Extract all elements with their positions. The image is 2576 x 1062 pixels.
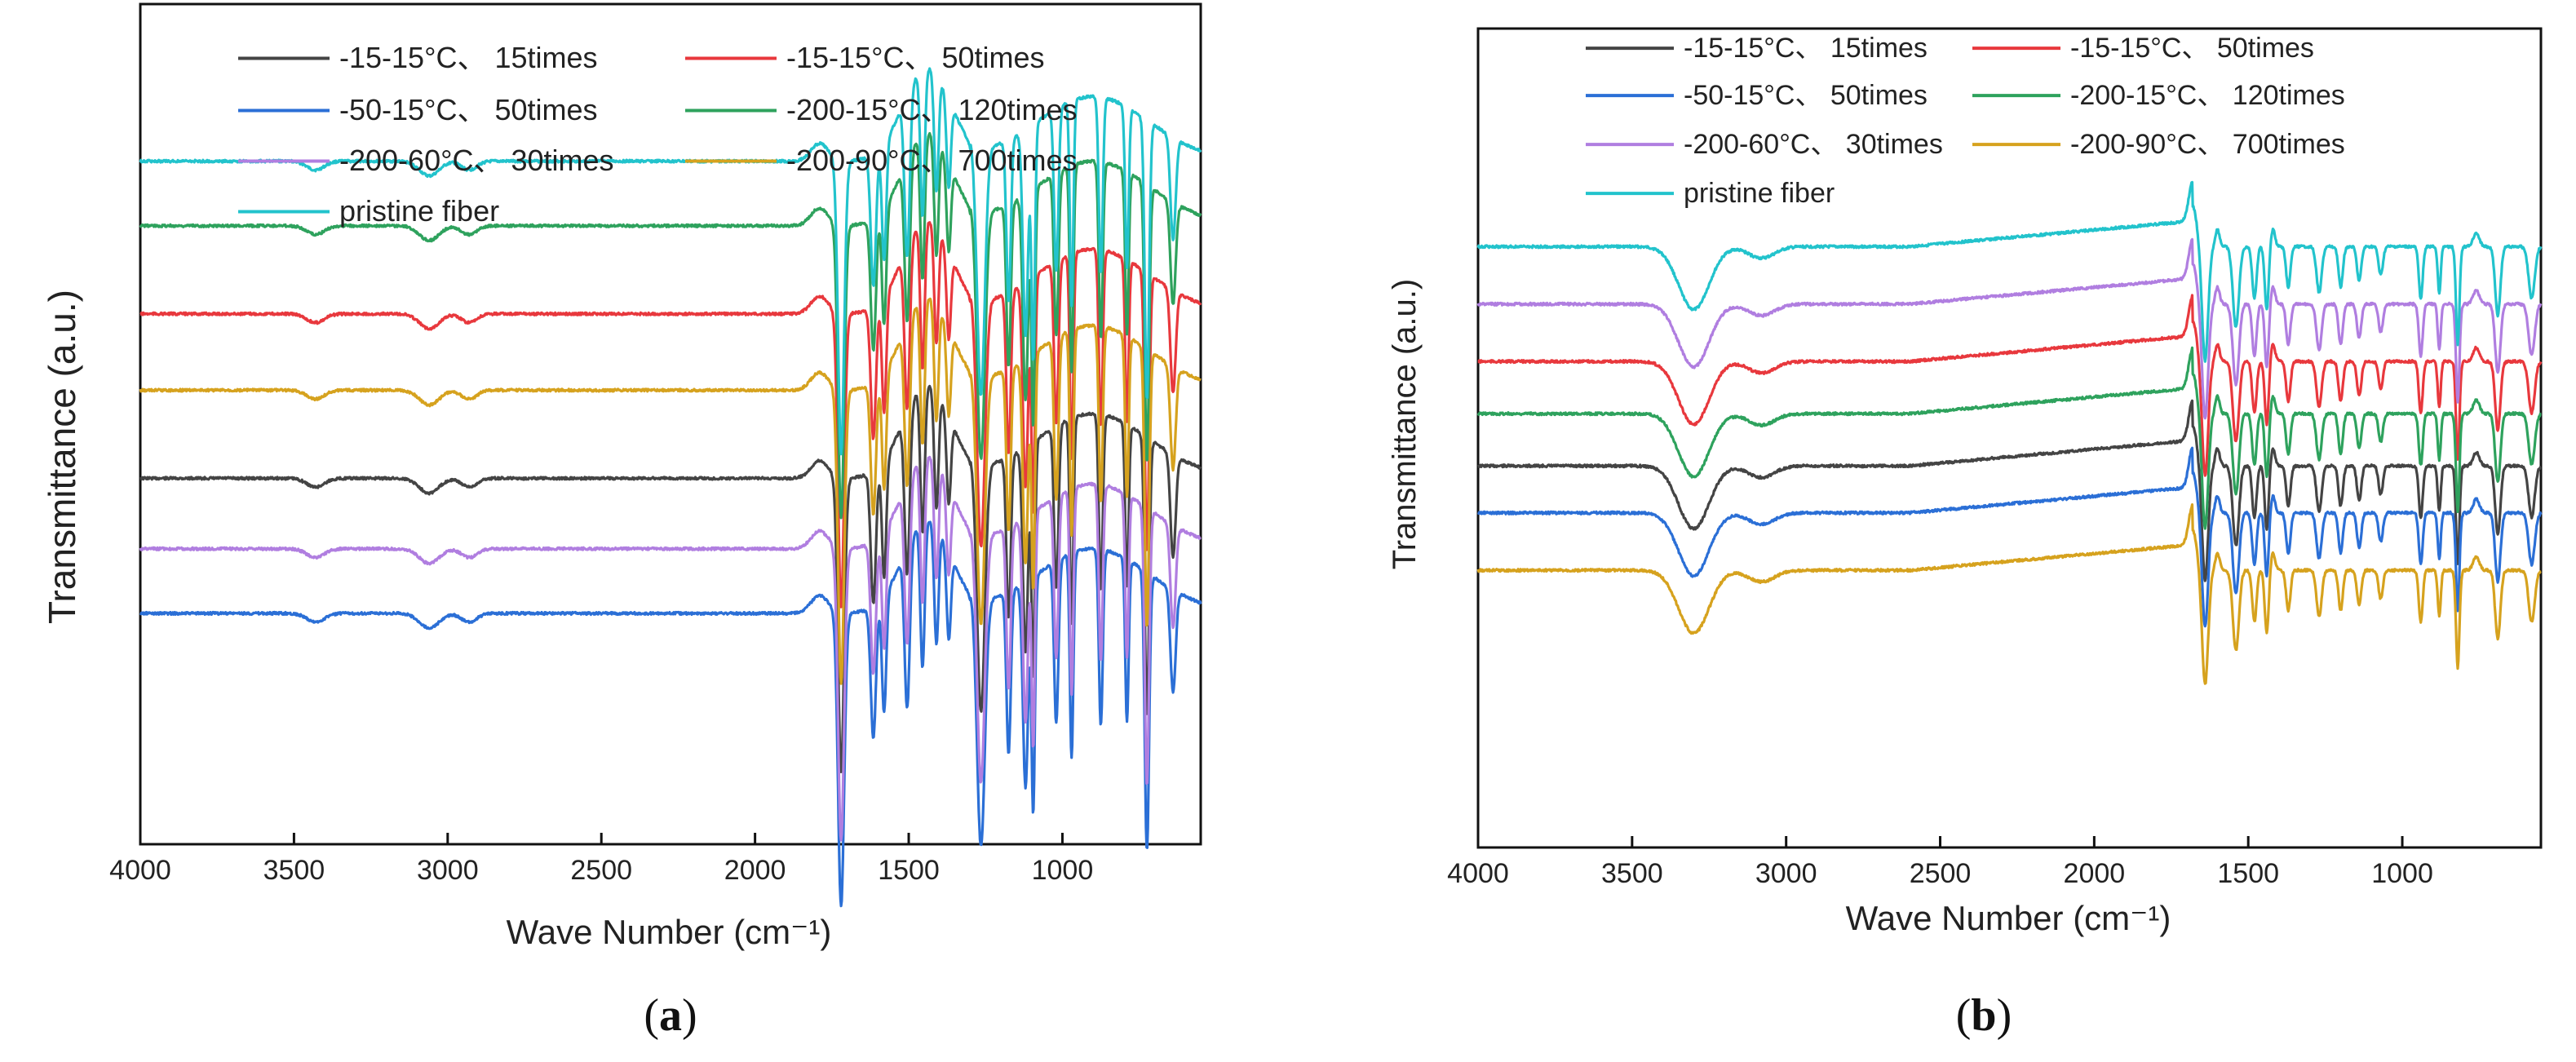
x-tick-label: 3500 xyxy=(263,855,325,886)
series-line xyxy=(1477,294,2543,477)
series-line xyxy=(139,297,1202,685)
x-tick-label: 4000 xyxy=(109,855,171,886)
series-group-b xyxy=(1476,180,2543,685)
x-tick-label: 1500 xyxy=(878,855,940,886)
x-tick-label: 1000 xyxy=(1032,855,1094,886)
series-group-a xyxy=(139,67,1202,908)
legend-label: -200-90°C、 700times xyxy=(2070,129,2345,160)
x-tick-label: 2500 xyxy=(570,855,632,886)
series-line xyxy=(1476,446,2543,628)
x-axis-ticks-b: 4000 3500 3000 2500 2000 1500 1000 xyxy=(1447,836,2433,889)
series-line xyxy=(1476,180,2543,363)
x-tick-label: 1000 xyxy=(2371,858,2433,889)
legend-label: -50-15°C、 50times xyxy=(339,93,598,126)
series-line xyxy=(139,221,1202,608)
series-line xyxy=(139,131,1202,520)
panel-label-a: (a) xyxy=(644,990,697,1041)
x-tick-label: 3000 xyxy=(417,855,479,886)
panel-label-b: (b) xyxy=(1956,990,2012,1041)
x-axis-ticks-a: 4000 3500 3000 2500 2000 1500 1000 xyxy=(109,833,1093,886)
series-line xyxy=(139,67,1202,456)
series-line xyxy=(1476,346,2542,530)
x-axis-title-b: Wave Number (cm⁻¹) xyxy=(1846,899,2171,937)
legend-label: pristine fiber xyxy=(1684,178,1835,209)
series-line xyxy=(1476,237,2543,420)
series-line xyxy=(1476,503,2542,685)
legend-label: -15-15°C、 50times xyxy=(2070,33,2314,64)
legend-label: -50-15°C、 50times xyxy=(1684,80,1928,111)
plot-area-frame-b xyxy=(1476,27,2543,849)
x-tick-label: 2000 xyxy=(2064,858,2126,889)
chart-panel-b: 4000 3500 3000 2500 2000 1500 1000 -15-15°C、 1… xyxy=(1387,27,2543,1041)
series-line xyxy=(1477,399,2542,582)
series-line xyxy=(139,455,1202,842)
x-tick-label: 2000 xyxy=(724,855,786,886)
x-tick-label: 3000 xyxy=(1755,858,1817,889)
x-tick-label: 3500 xyxy=(1601,858,1663,889)
legend-label: -200-90°C、 700times xyxy=(786,144,1078,177)
chart-panel-a: 4000 3500 3000 2500 2000 1500 1000 -15-15°C、 1… xyxy=(41,2,1202,1041)
plot-area-frame-a xyxy=(139,2,1202,846)
y-axis-title-b: Transmittance (a.u.) xyxy=(1387,279,1423,569)
x-tick-label: 2500 xyxy=(1910,858,1972,889)
legend-a: -15-15°C、 15times -15-15°C、 50times -50-15… xyxy=(238,41,1078,228)
series-line xyxy=(139,520,1202,908)
legend-label: -200-60°C、 30times xyxy=(339,144,614,177)
series-line xyxy=(139,384,1202,773)
legend-label: -200-60°C、 30times xyxy=(1684,129,1943,160)
panel-letter-a: a xyxy=(659,990,682,1041)
x-tick-label: 4000 xyxy=(1447,858,1509,889)
y-axis-title-a: Transmittance (a.u.) xyxy=(41,290,83,624)
legend-label: -15-15°C、 15times xyxy=(1684,33,1928,64)
legend-label: pristine fiber xyxy=(339,194,499,228)
legend-b: -15-15°C、 15times -15-15°C、 50times -50-15… xyxy=(1586,33,2345,209)
legend-label: -200-15°C、 120times xyxy=(2070,80,2345,111)
legend-label: -15-15°C、 15times xyxy=(339,41,598,74)
legend-label: -15-15°C、 50times xyxy=(786,41,1045,74)
x-axis-title-a: Wave Number (cm⁻¹) xyxy=(507,913,832,951)
x-tick-label: 1500 xyxy=(2217,858,2279,889)
legend-label: -200-15°C、 120times xyxy=(786,93,1078,126)
panel-letter-b: b xyxy=(1971,990,1996,1041)
